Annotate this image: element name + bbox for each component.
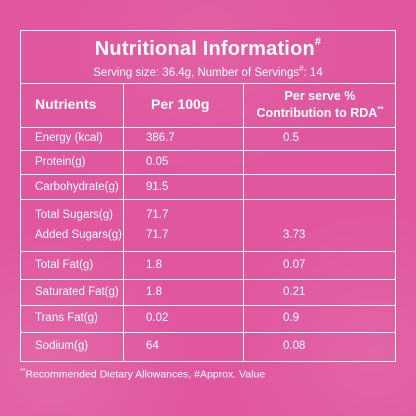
row-divider bbox=[21, 150, 395, 151]
header-rda-line2-text: Contribution to RDA bbox=[256, 106, 378, 121]
nutrient-name: Trans Fat(g) bbox=[35, 312, 98, 324]
column-divider-2 bbox=[243, 84, 244, 361]
serving-info: Serving size: 36.4g, Number of Servings#… bbox=[21, 64, 395, 79]
row-divider bbox=[21, 251, 395, 252]
header-divider bbox=[21, 127, 395, 128]
nutrition-table: Nutritional Information# Serving size: 3… bbox=[20, 30, 396, 362]
row-divider bbox=[21, 199, 395, 200]
footnote-text: Recommended Dietary Allowances, #Approx.… bbox=[25, 368, 266, 381]
nutrient-name: Energy (kcal) bbox=[35, 132, 103, 144]
row-divider bbox=[21, 305, 395, 306]
nutrient-name: Carbohydrate(g) bbox=[35, 181, 119, 193]
footnote: **Recommended Dietary Allowances, #Appro… bbox=[20, 368, 265, 381]
header-rda-mark: ** bbox=[377, 105, 384, 114]
nutrient-name: Protein(g) bbox=[35, 156, 86, 168]
nutrient-name: Saturated Fat(g) bbox=[35, 286, 119, 298]
rda-value: 0.21 bbox=[283, 286, 306, 298]
row-divider bbox=[21, 332, 395, 333]
per100-value: 71.7 bbox=[146, 209, 169, 221]
per100-value: 386.7 bbox=[146, 132, 175, 144]
serving-text: Serving size: 36.4g, Number of Servings bbox=[93, 66, 300, 79]
rda-value: 0.9 bbox=[283, 312, 299, 324]
header-per-100g: Per 100g bbox=[151, 96, 210, 112]
header-rda-line1: Per serve % bbox=[284, 89, 356, 103]
rda-value: 0.07 bbox=[283, 259, 306, 271]
title-mark: # bbox=[314, 36, 322, 48]
per100-value: 91.5 bbox=[146, 181, 169, 193]
rda-value: 0.08 bbox=[283, 340, 306, 352]
header-rda: Per serve % Contribution to RDA** bbox=[243, 89, 397, 120]
per100-value: 1.8 bbox=[146, 286, 162, 298]
row-divider bbox=[21, 279, 395, 280]
per100-value: 71.7 bbox=[146, 229, 169, 241]
row-divider bbox=[21, 174, 395, 175]
per100-value: 0.05 bbox=[146, 156, 169, 168]
header-nutrients: Nutrients bbox=[35, 96, 97, 112]
nutrient-name: Total Sugars(g) bbox=[35, 209, 113, 221]
rda-value: 3.73 bbox=[283, 229, 306, 241]
nutrient-name: Sodium(g) bbox=[35, 340, 89, 352]
header-rda-line2: Contribution to RDA** bbox=[243, 103, 397, 120]
table-title: Nutritional Information# bbox=[21, 36, 395, 61]
table-title-block: Nutritional Information# Serving size: 3… bbox=[21, 31, 395, 84]
per100-value: 1.8 bbox=[146, 259, 162, 271]
serving-suffix: : 14 bbox=[303, 66, 323, 79]
nutrient-name: Added Sugars(g) bbox=[35, 229, 122, 241]
column-divider-1 bbox=[123, 84, 124, 361]
per100-value: 64 bbox=[146, 340, 159, 352]
rda-value: 0.5 bbox=[283, 132, 299, 144]
nutrient-name: Total Fat(g) bbox=[35, 259, 94, 271]
footnote-mark: ** bbox=[20, 368, 26, 375]
serving-mark: # bbox=[299, 64, 304, 73]
per100-value: 0.02 bbox=[146, 312, 169, 324]
title-text: Nutritional Information bbox=[94, 38, 315, 60]
